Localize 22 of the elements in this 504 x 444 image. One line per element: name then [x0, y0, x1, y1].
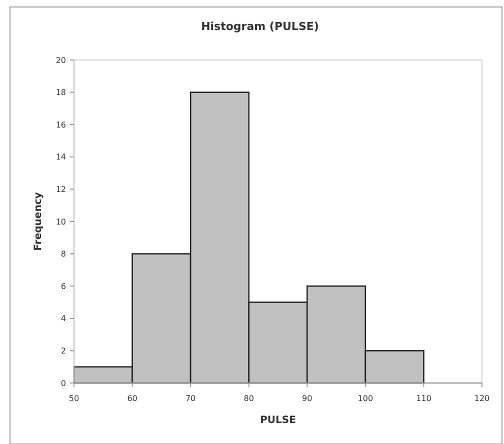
- y-tick-label: 2: [60, 346, 66, 356]
- x-axis-title: PULSE: [260, 415, 296, 426]
- x-tick-label: 90: [302, 394, 312, 403]
- y-tick-label: 6: [60, 282, 66, 291]
- y-tick-label: 0: [60, 378, 66, 388]
- y-tick-label: 10: [56, 217, 66, 226]
- x-tick-label: 80: [244, 394, 254, 403]
- y-tick-label: 8: [60, 250, 66, 259]
- x-tick-label: 100: [358, 394, 374, 403]
- y-axis-title: Frequency: [33, 192, 44, 251]
- x-tick-label: 50: [68, 394, 80, 403]
- x-tick-label: 120: [474, 394, 490, 403]
- x-tick-label: 60: [127, 394, 138, 403]
- y-tick-label: 18: [56, 88, 66, 98]
- x-tick-label: 70: [185, 394, 196, 403]
- chart-title: Histogram (PULSE): [201, 20, 319, 33]
- y-tick-label: 12: [56, 185, 66, 194]
- y-tick-label: 4: [60, 314, 66, 324]
- y-tick-label: 16: [56, 120, 66, 130]
- y-tick-label: 20: [56, 56, 66, 65]
- y-tick-label: 14: [56, 152, 66, 162]
- x-tick-label: 110: [416, 394, 432, 403]
